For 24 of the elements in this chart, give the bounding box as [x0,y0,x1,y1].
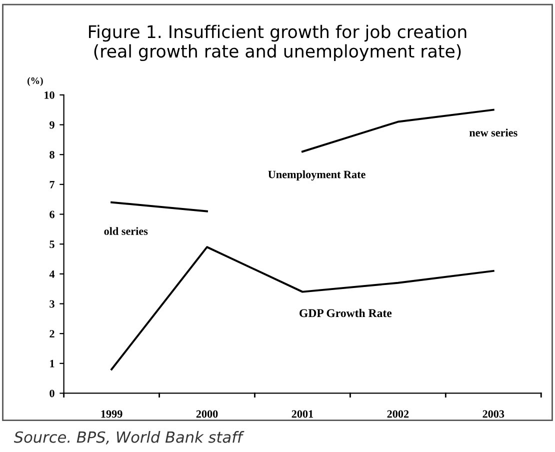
y-axis-title: (%) [28,77,43,86]
y-tick-label: 2 [50,330,54,338]
y-tick-label: 3 [50,300,54,308]
y-tick-label: 9 [50,121,54,129]
y-tick-label: 5 [50,240,54,248]
chart-title: Figure 1. Insufficient growth for job creation (real growth rate and unemployment rate) [89,24,466,62]
x-tick-label: 2000 [196,410,218,418]
y-tick-label: 1 [50,360,54,368]
y-tick-label: 7 [50,180,55,188]
source-note: Source. BPS, World Bank staff [14,431,244,444]
x-tick-label: 2002 [387,410,409,418]
y-tick-label: 4 [49,270,55,278]
x-tick-label: 2003 [482,410,504,418]
x-tick-label: 1999 [101,410,122,418]
annotation: Unemployment Rate [268,170,366,181]
y-tick-label: 8 [50,151,54,159]
line-series [110,246,494,370]
series-label: new series [469,128,518,136]
x-tick-label: 2001 [292,410,314,418]
series-label: old series [104,227,148,235]
y-tick-label: 6 [50,210,54,218]
y-tick-label: 10 [44,91,54,99]
series-label: GDP Growth Rate [300,308,392,318]
y-tick-label: 0 [50,390,54,398]
